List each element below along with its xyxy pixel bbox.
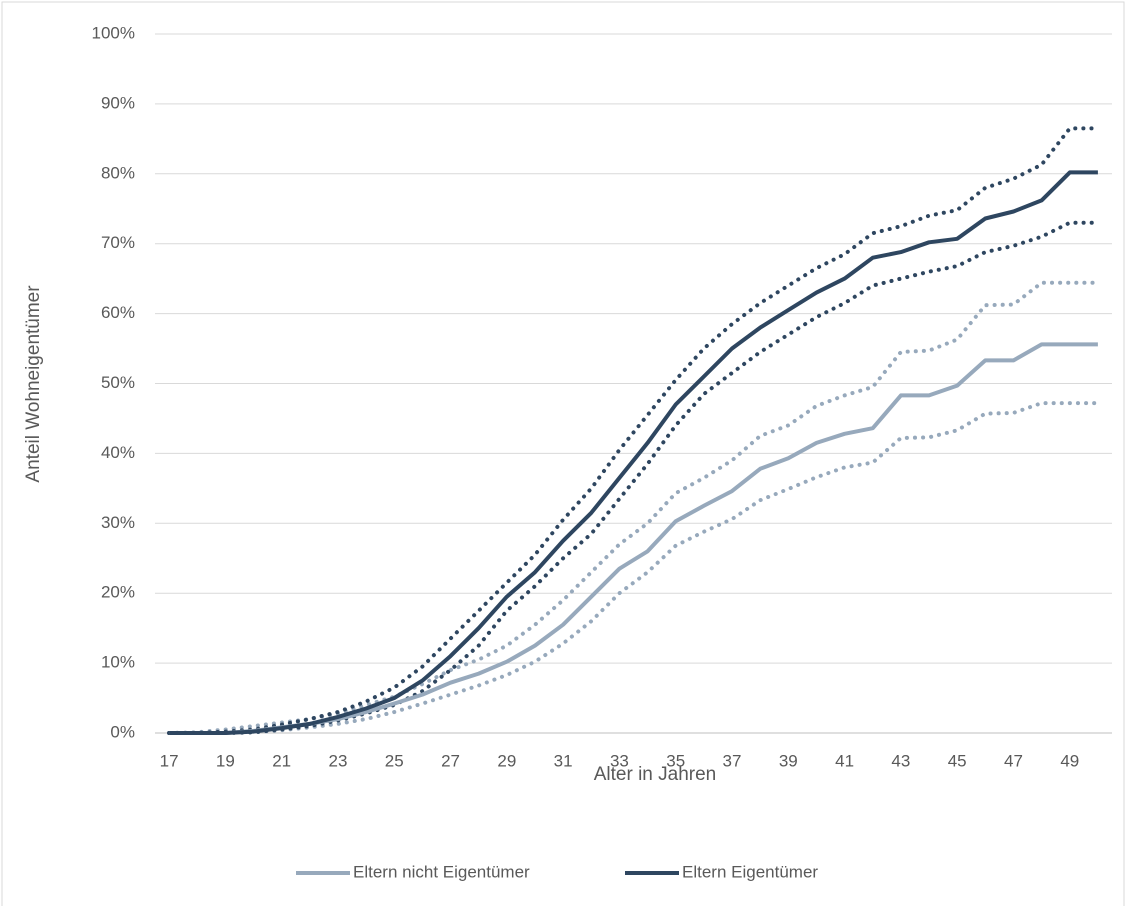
- y-tick-label: 80%: [101, 163, 135, 182]
- x-tick-label: 19: [216, 751, 235, 770]
- y-tick-label: 60%: [101, 303, 135, 322]
- x-tick-label: 25: [385, 751, 404, 770]
- x-tick-label: 39: [779, 751, 798, 770]
- x-tick-label: 17: [160, 751, 179, 770]
- y-tick-label: 100%: [92, 23, 135, 42]
- x-tick-label: 29: [497, 751, 516, 770]
- x-tick-label: 49: [1060, 751, 1079, 770]
- y-tick-label: 50%: [101, 373, 135, 392]
- y-tick-label: 20%: [101, 583, 135, 602]
- x-tick-label: 21: [272, 751, 291, 770]
- x-tick-label: 47: [1004, 751, 1023, 770]
- series-line: [169, 342, 1098, 735]
- y-tick-label: 90%: [101, 93, 135, 112]
- legend-label: Eltern nicht Eigentümer: [353, 862, 530, 881]
- x-tick-label: 43: [891, 751, 910, 770]
- x-tick-label: 33: [610, 751, 629, 770]
- x-tick-label: 37: [723, 751, 742, 770]
- series-band-line: [167, 126, 1100, 735]
- y-axis-title: Anteil Wohneigentümer: [23, 285, 44, 483]
- series-line: [169, 170, 1098, 735]
- x-tick-label: 45: [948, 751, 967, 770]
- x-axis-title: Alter in Jahren: [594, 764, 717, 785]
- x-tick-label: 23: [328, 751, 347, 770]
- y-tick-label: 40%: [101, 443, 135, 462]
- y-tick-label: 10%: [101, 653, 135, 672]
- y-tick-label: 0%: [110, 722, 135, 741]
- y-tick-label: 70%: [101, 233, 135, 252]
- y-tick-label: 30%: [101, 513, 135, 532]
- legend-label: Eltern Eigentümer: [682, 862, 818, 881]
- x-tick-label: 27: [441, 751, 460, 770]
- x-tick-label: 35: [666, 751, 685, 770]
- series-band-line: [167, 220, 1100, 735]
- series-band-line: [167, 280, 1100, 735]
- x-tick-label: 31: [554, 751, 573, 770]
- series-band-line: [167, 401, 1100, 735]
- x-tick-label: 41: [835, 751, 854, 770]
